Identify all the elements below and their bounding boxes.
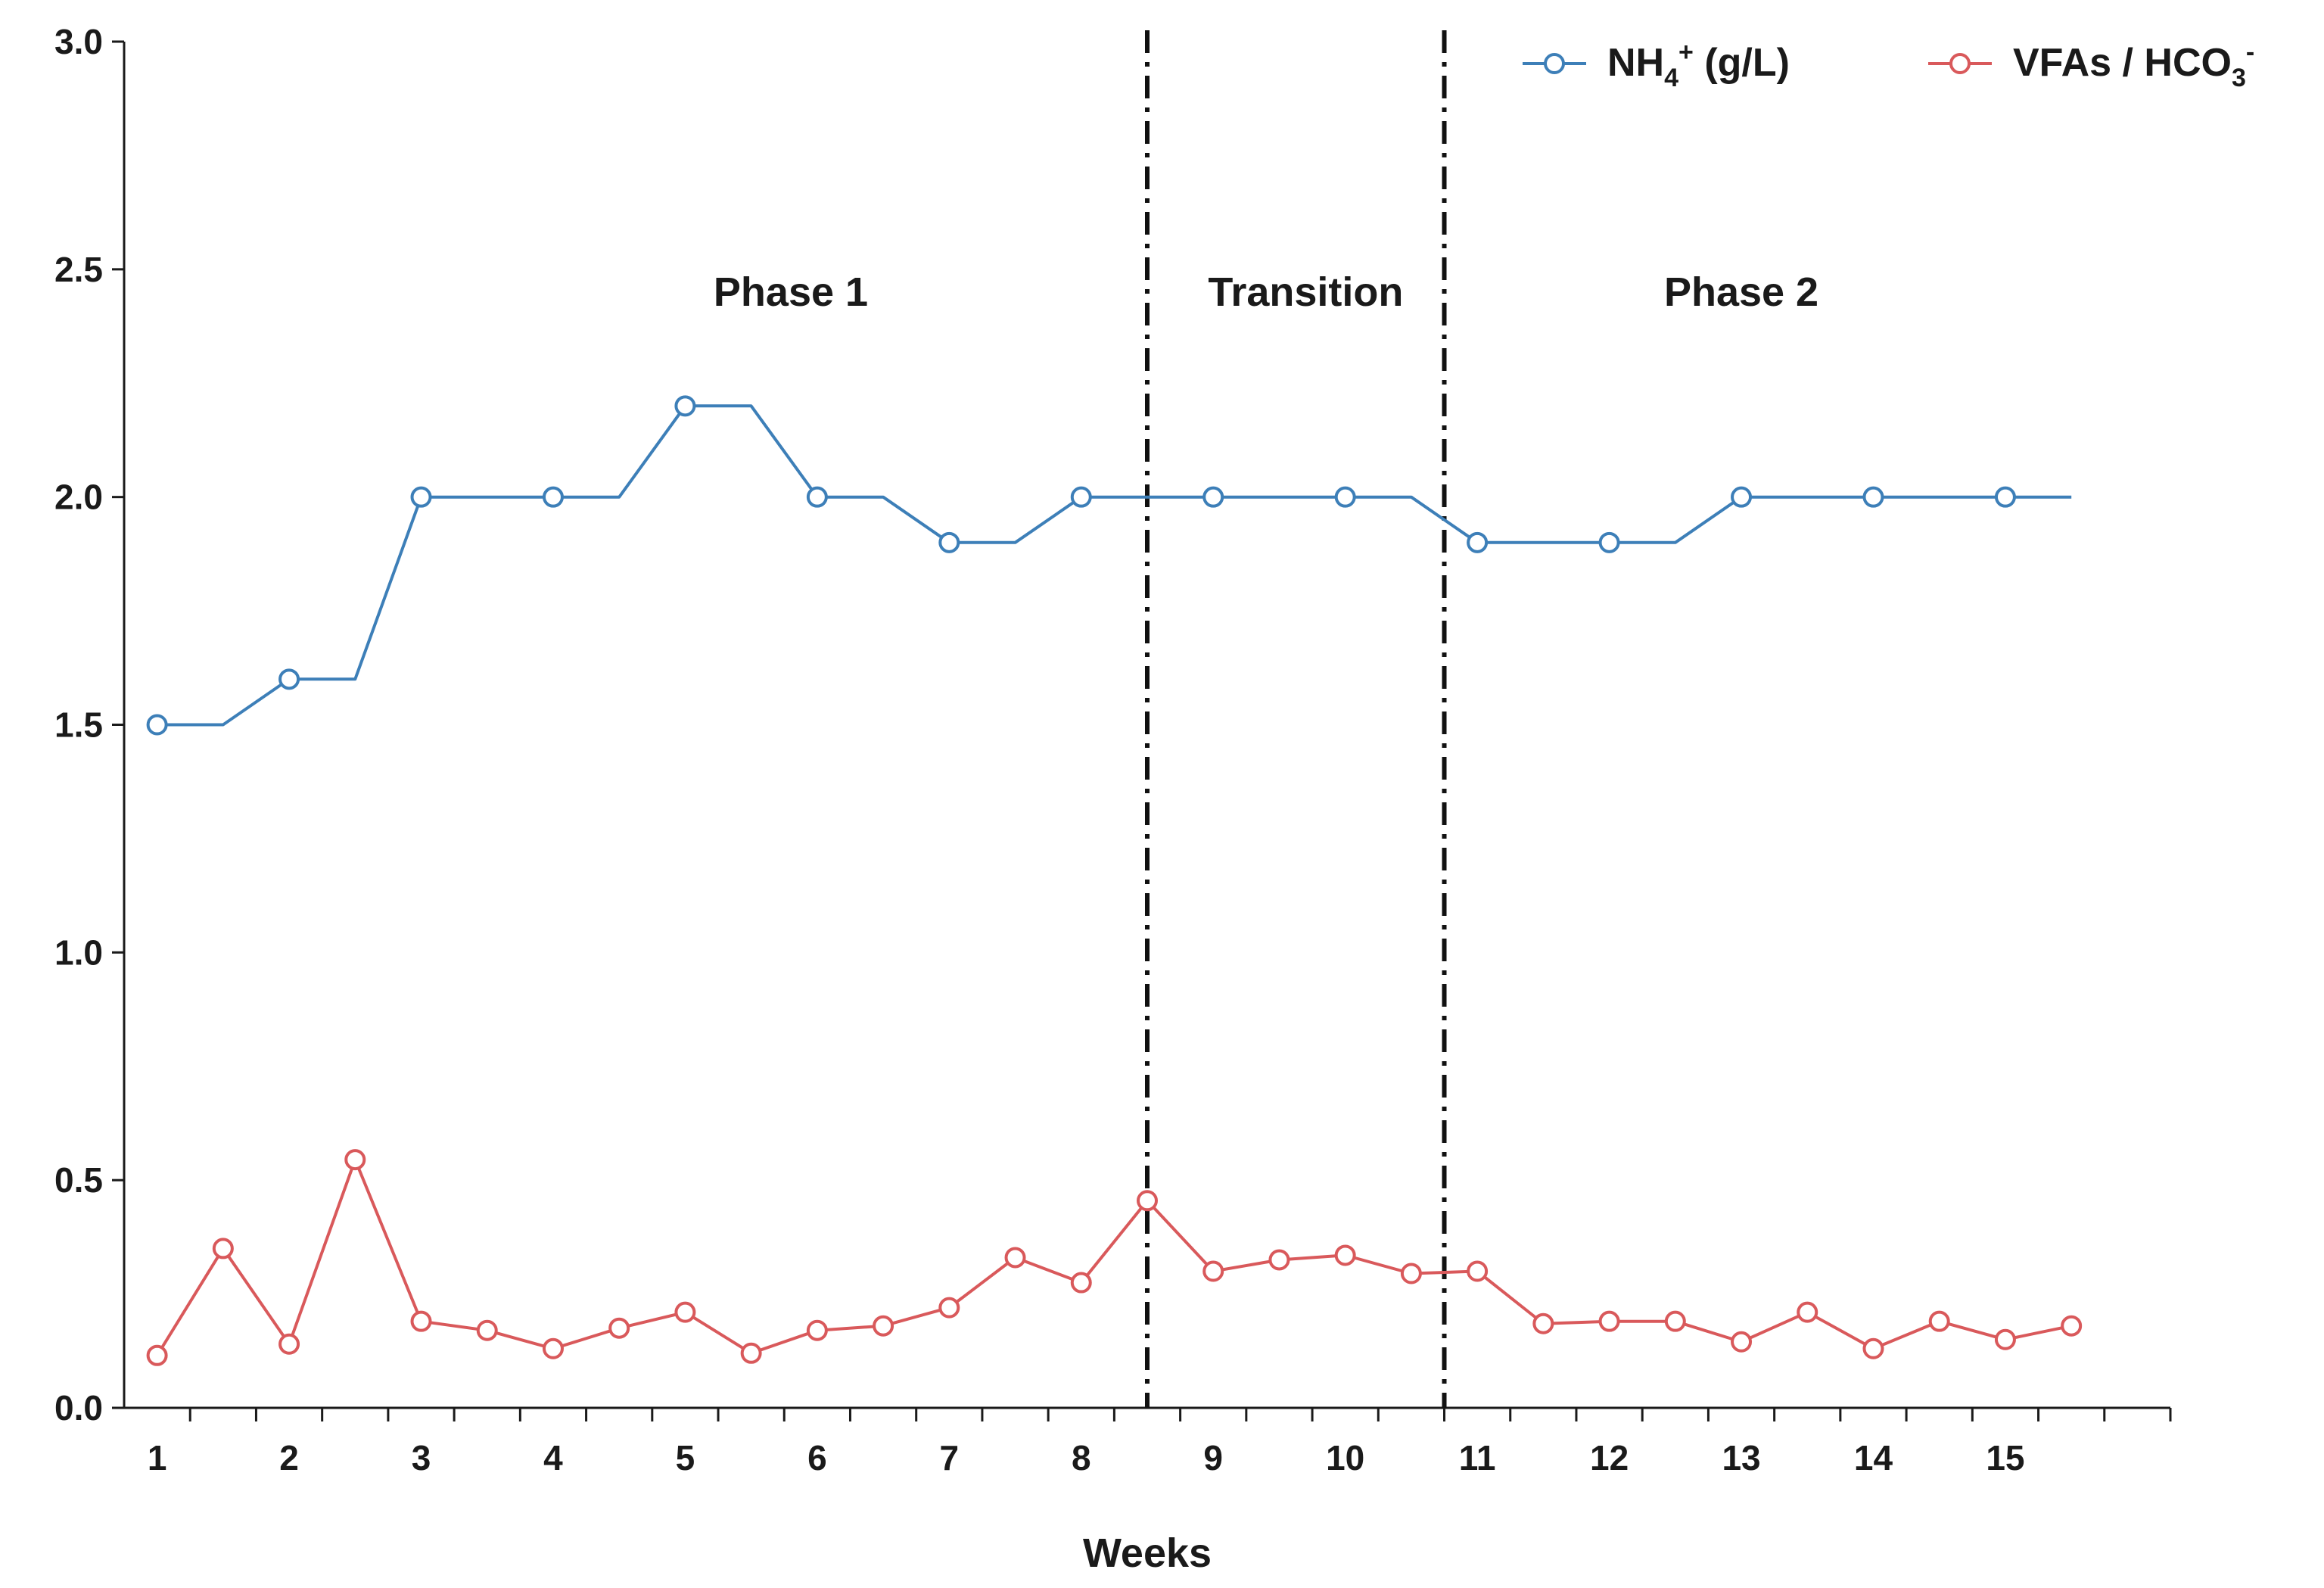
data-point — [1532, 1312, 1554, 1334]
data-point — [938, 531, 960, 553]
legend-label-subscript: 3 — [2232, 64, 2246, 92]
data-point — [1467, 531, 1489, 553]
legend-label-main: NH — [1607, 41, 1664, 85]
legend: NH4+ (g/L) VFAs / HCO3- — [1523, 38, 2254, 92]
series-1 — [146, 395, 2072, 736]
data-point — [1268, 1249, 1290, 1271]
legend-entry-1: NH4+ (g/L) — [1523, 38, 1790, 92]
data-point — [1731, 486, 1753, 508]
data-point — [873, 1315, 894, 1337]
data-point — [542, 486, 564, 508]
legend-marker — [1949, 53, 1971, 74]
data-point — [1994, 486, 2016, 508]
data-point — [1598, 1310, 1620, 1332]
x-tick-label: 12 — [1590, 1438, 1629, 1477]
data-point — [1070, 486, 1092, 508]
y-tick-label: 0.0 — [54, 1388, 103, 1428]
data-point — [1862, 1337, 1884, 1359]
series-line — [155, 1158, 2072, 1356]
data-point — [1928, 1310, 1950, 1332]
x-tick-label: 7 — [940, 1438, 960, 1477]
data-point — [1202, 1260, 1224, 1282]
x-axis-title: Weeks — [1083, 1530, 1212, 1576]
legend-label-superscript: + — [1678, 38, 1694, 67]
data-point — [674, 1301, 696, 1323]
legend-entry-2: VFAs / HCO3- — [1928, 38, 2254, 92]
x-tick-label: 11 — [1459, 1438, 1496, 1477]
y-tick-label: 3.0 — [54, 22, 103, 61]
data-point — [212, 1238, 234, 1260]
phase-label: Phase 2 — [1664, 269, 1818, 315]
series-2 — [146, 1149, 2083, 1366]
data-point — [938, 1297, 960, 1319]
data-point — [146, 1344, 168, 1366]
data-point — [410, 486, 432, 508]
data-point — [1004, 1247, 1026, 1269]
y-tick-label: 1.0 — [54, 933, 103, 972]
data-point — [806, 486, 828, 508]
legend-marker — [1544, 53, 1565, 74]
legend-label-superscript: - — [2246, 38, 2254, 67]
data-point — [278, 1333, 300, 1355]
data-point — [1797, 1301, 1818, 1323]
data-point — [1137, 1190, 1158, 1212]
y-tick-label: 1.5 — [54, 705, 103, 745]
legend-label-tail: (g/L) — [1694, 41, 1790, 85]
legend-label-main: VFAs / HCO — [2013, 41, 2232, 85]
data-point — [608, 1317, 630, 1339]
x-tick-label: 14 — [1854, 1438, 1893, 1477]
data-point — [1334, 486, 1356, 508]
series-layer — [146, 395, 2083, 1366]
data-point — [476, 1319, 498, 1341]
data-point — [740, 1342, 762, 1364]
axes: 0.00.51.01.52.02.53.01 2 3 4 5 6 7 8 9 10 11 12 13 14… — [54, 22, 2172, 1477]
data-point — [410, 1310, 432, 1332]
x-tick-label: 2 — [279, 1438, 299, 1477]
legend-label-subscript: 4 — [1664, 64, 1678, 92]
data-point — [674, 395, 696, 417]
x-tick-label: 4 — [543, 1438, 563, 1477]
data-point — [806, 1319, 828, 1341]
y-tick-label: 2.5 — [54, 250, 103, 289]
data-point — [542, 1337, 564, 1359]
phase-label: Phase 1 — [714, 269, 868, 315]
phase-label: Transition — [1208, 269, 1403, 315]
data-point — [1400, 1263, 1422, 1284]
data-point — [1070, 1272, 1092, 1294]
data-point — [1202, 486, 1224, 508]
data-point — [1467, 1260, 1489, 1282]
data-point — [1598, 531, 1620, 553]
x-tick-label: 8 — [1072, 1438, 1091, 1477]
x-tick-label: 3 — [412, 1438, 431, 1477]
phase-labels: Phase 1 Transition Phase 2 — [714, 269, 1818, 315]
x-tick-label: 6 — [807, 1438, 827, 1477]
data-point — [1664, 1310, 1686, 1332]
data-point — [146, 714, 168, 736]
legend-label: NH4+ (g/L) — [1607, 38, 1790, 92]
x-tick-label: 1 — [148, 1438, 167, 1477]
x-tick-label: 9 — [1203, 1438, 1223, 1477]
phase-dividers — [1145, 30, 1447, 1408]
data-point — [1994, 1328, 2016, 1350]
x-tick-label: 15 — [1986, 1438, 2024, 1477]
data-point — [2061, 1315, 2083, 1337]
x-tick-label: 13 — [1722, 1438, 1760, 1477]
x-tick-label: 10 — [1326, 1438, 1364, 1477]
y-tick-label: 0.5 — [54, 1160, 103, 1200]
data-point — [1731, 1331, 1753, 1353]
y-tick-label: 2.0 — [54, 478, 103, 517]
data-point — [344, 1149, 366, 1171]
series-line — [157, 404, 2072, 727]
legend-label: VFAs / HCO3- — [2013, 38, 2254, 92]
data-point — [278, 668, 300, 690]
data-point — [1334, 1244, 1356, 1266]
x-tick-label: 5 — [676, 1438, 695, 1477]
data-point — [1862, 486, 1884, 508]
